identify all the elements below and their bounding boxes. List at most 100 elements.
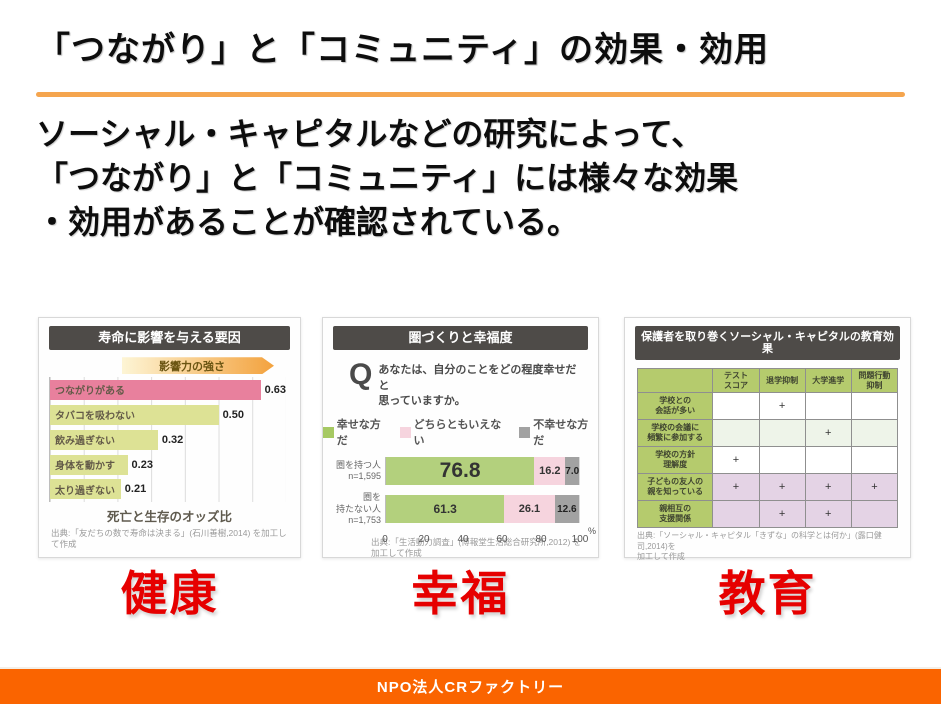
segment-neutral: 16.2	[534, 457, 566, 486]
bar-label: 太り過ぎない	[55, 485, 115, 497]
source-note-happiness: 出典:「生活動力調査」(博報堂生活総合研究所,2012) を 加工して作成	[371, 537, 582, 559]
table-cell	[804, 446, 852, 475]
bar-nomisuginai: 飲み過ぎない	[50, 429, 158, 450]
bar-value: 0.21	[124, 483, 147, 496]
column-header-behavior: 問題行動 抑制	[850, 368, 899, 394]
x-axis-tick: 100	[571, 534, 589, 546]
bar-value: 0.32	[161, 433, 184, 446]
legend-label: どちらともいえない	[413, 419, 502, 448]
education-effect-table: テスト スコア 退学抑制 大学進学 問題行動 抑制 学校との 会話が多い + 学…	[636, 368, 899, 529]
influence-arrow-label: 影響力の強さ	[159, 360, 225, 373]
education-chart-card: 保護者を取り巻くソーシャル・キャピタルの教育効果 テスト スコア 退学抑制 大学…	[624, 317, 911, 561]
table-cell	[804, 392, 852, 421]
column-header-test-score: テスト スコア	[712, 368, 760, 394]
legend-swatch-gray-icon	[519, 426, 531, 438]
bar-row: 身体を動かす 0.23	[50, 454, 286, 475]
legend-item-unhappy: 不幸せな方だ	[519, 416, 598, 448]
table-row: 学校の会議に 頻繁に参加する +	[636, 419, 899, 448]
row-header: 親相互の 支援関係	[636, 500, 714, 529]
footer-bar: NPO法人CRファクトリー	[0, 667, 941, 704]
source-note-health: 出典:「友だちの数で寿命は決まる」(石川善樹,2014) を加工して作成	[51, 527, 287, 549]
legend-item-neutral: どちらともいえない	[399, 416, 511, 448]
table-row: 子どもの友人の 親を知っている + + + +	[636, 473, 899, 502]
table-cell: +	[712, 446, 760, 475]
row-label-without-circle: 圏を 持たない人 n=1,753	[335, 492, 381, 525]
table-cell	[758, 419, 806, 448]
table-cell	[850, 419, 899, 448]
segment-value: 7.0	[565, 465, 580, 477]
stacked-bar-row: 圏を 持たない人 n=1,753 61.3 26.1 12.6	[331, 492, 580, 526]
x-axis-tick: 80	[535, 534, 547, 546]
stacked-bar: 76.8 16.2 7.0	[386, 457, 580, 486]
row-header: 学校との 会話が多い	[636, 392, 714, 421]
legend-swatch-green-icon	[323, 426, 334, 438]
bar-row: つながりがある 0.63	[50, 379, 286, 400]
bar-row: 飲み過ぎない 0.32	[50, 429, 286, 450]
table-cell: +	[850, 473, 899, 502]
table-cell: +	[804, 419, 852, 448]
segment-value: 16.2	[539, 465, 561, 478]
x-axis-tick: 40	[457, 534, 469, 546]
legend-label: 幸せな方だ	[336, 419, 381, 448]
bar-row: 太り過ぎない 0.21	[50, 479, 286, 500]
table-cell: +	[712, 473, 760, 502]
table-cell: +	[804, 473, 852, 502]
chart-title-education: 保護者を取り巻くソーシャル・キャピタルの教育効果	[635, 326, 900, 361]
segment-happy: 61.3	[386, 495, 505, 524]
segment-neutral: 26.1	[504, 495, 555, 524]
x-axis-tick: 60	[496, 534, 508, 546]
column-header-university: 大学進学	[804, 368, 852, 394]
page-title: 「つながり」と「コミュニティ」の効果・効用	[36, 31, 769, 69]
bar-track: 61.3 26.1 12.6	[385, 495, 580, 524]
stacked-bar-chart: 圏を持つ人 n=1,595 76.8 16.2 7.0 圏を 持たない人 n=1…	[331, 457, 580, 533]
bar-row: タバコを吸わない 0.50	[50, 404, 286, 425]
question-text: あなたは、自分のことをどの程度幸せだと 思っていますか。	[378, 364, 577, 408]
table-cell: +	[804, 500, 852, 529]
segment-happy: 76.8	[386, 457, 535, 486]
bar-label: 飲み過ぎない	[55, 436, 115, 448]
health-chart-card: 寿命に影響を与える要因 影響力の強さ つながりがある 0.63 タバコを吸わない…	[38, 317, 301, 558]
bar-track: 76.8 16.2 7.0	[385, 457, 580, 486]
legend-label: 不幸せな方だ	[533, 419, 589, 448]
legend-item-happy: 幸せな方だ	[323, 416, 391, 448]
legend: 幸せな方だ どちらともいえない 不幸せな方だ	[323, 416, 598, 448]
intro-line-3: ・効用があることが確認されている。	[36, 204, 580, 241]
chart-title-health: 寿命に影響を与える要因	[49, 326, 290, 351]
odds-bar-chart: つながりがある 0.63 タバコを吸わない 0.50 飲み過ぎない 0.32 身…	[49, 377, 286, 502]
legend-swatch-pink-icon	[399, 426, 411, 438]
segment-unhappy: 7.0	[565, 457, 580, 486]
bar-label: 身体を動かす	[55, 461, 115, 473]
bar-futorisuginai: 太り過ぎない	[50, 479, 121, 500]
section-label-health: 健康	[120, 567, 219, 620]
bar-label: つながりがある	[55, 386, 125, 398]
bar-value: 0.50	[222, 408, 244, 421]
bar-karada: 身体を動かす	[50, 454, 128, 475]
intro-line-1: ソーシャル・キャピタルなどの研究によって、	[36, 116, 704, 152]
bar-tabako: タバコを吸わない	[50, 404, 219, 425]
table-cell	[758, 446, 806, 475]
intro-paragraph: ソーシャル・キャピタルなどの研究によって、 「つながり」と「コミュニティ」には様…	[36, 112, 925, 244]
intro-line-2: 「つながり」と「コミュニティ」には様々な効果	[36, 160, 739, 197]
row-label-with-circle: 圏を持つ人 n=1,595	[335, 460, 381, 482]
table-cell: +	[758, 500, 806, 529]
bar-label: タバコを吸わない	[55, 411, 135, 423]
row-header: 学校の方針 理解度	[636, 446, 714, 475]
table-header-row: テスト スコア 退学抑制 大学進学 問題行動 抑制	[636, 368, 899, 394]
table-row: 学校の方針 理解度 +	[636, 446, 899, 475]
x-axis-unit: %	[588, 526, 597, 537]
bar-tsunagari: つながりがある	[50, 379, 261, 400]
column-header-dropout: 退学抑制	[758, 368, 806, 394]
segment-value: 61.3	[433, 502, 457, 517]
segment-value: 26.1	[518, 503, 541, 516]
table-cell	[712, 500, 760, 529]
table-row: 学校との 会話が多い +	[636, 392, 899, 421]
table-cell: +	[758, 392, 806, 421]
segment-unhappy: 12.6	[554, 495, 579, 524]
stacked-bar: 61.3 26.1 12.6	[386, 495, 579, 524]
row-header: 学校の会議に 頻繁に参加する	[636, 419, 714, 448]
chart-title-happiness: 圏づくりと幸福度	[333, 326, 588, 351]
x-axis-label: 死亡と生存のオッズ比	[106, 509, 232, 524]
title-underline	[36, 92, 905, 97]
table-cell: +	[758, 473, 806, 502]
question-mark-icon: Q	[349, 358, 373, 392]
